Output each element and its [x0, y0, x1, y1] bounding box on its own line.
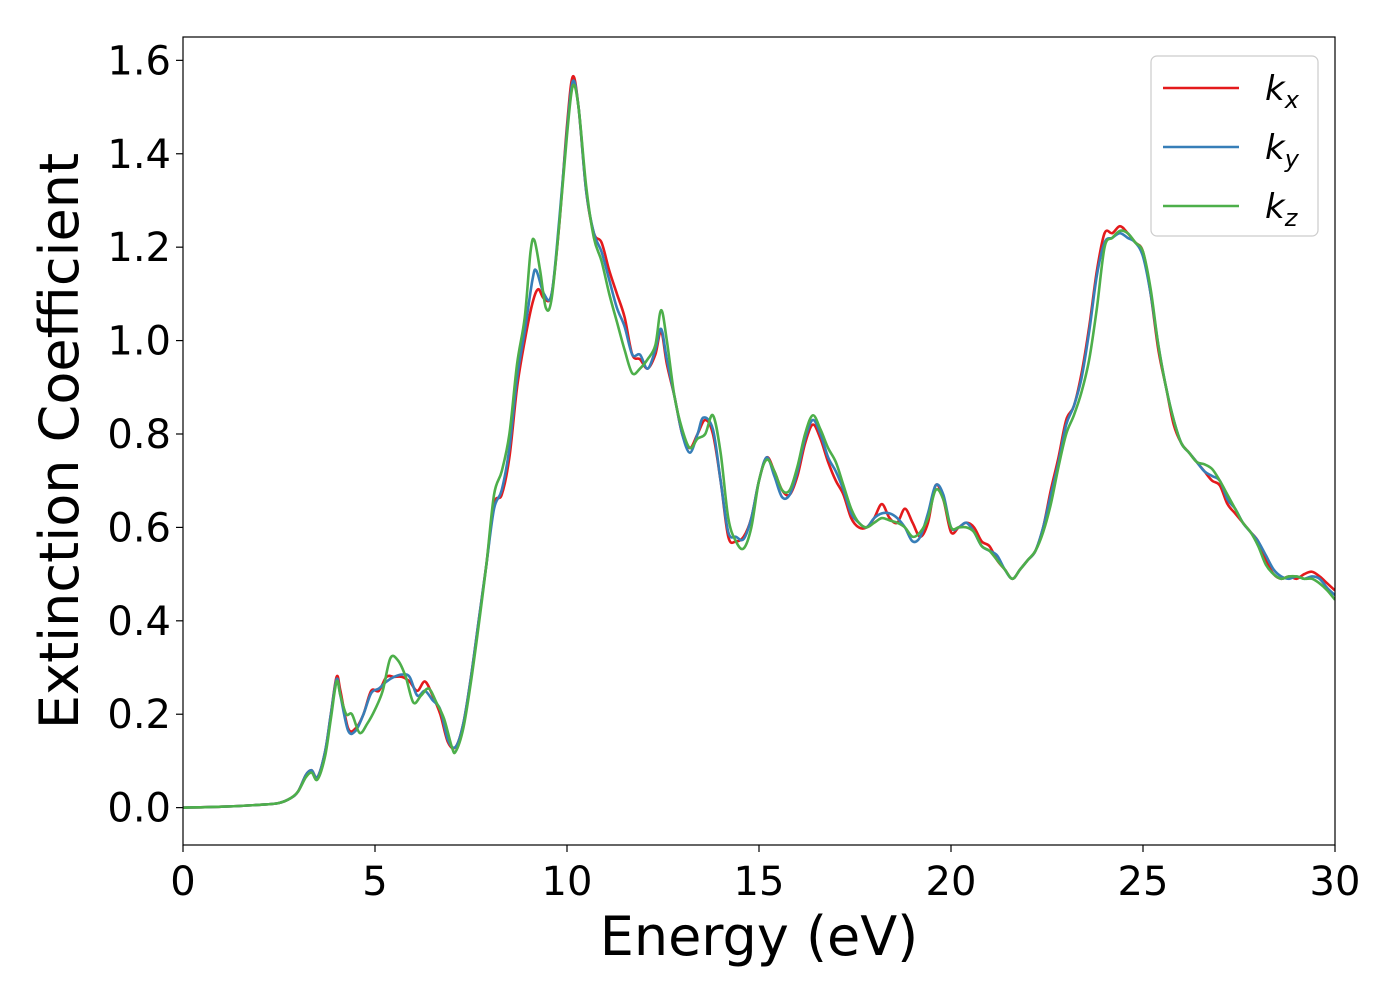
y-tick-label: 0.6	[107, 505, 171, 551]
x-tick-label: 30	[1310, 859, 1361, 905]
y-tick-label: 1.2	[107, 225, 171, 271]
y-axis-label: Extinction Coefficient	[28, 153, 91, 729]
legend: kx ky kz	[1150, 55, 1319, 237]
y-tick-label: 1.4	[107, 132, 171, 178]
x-tick-label: 5	[362, 859, 387, 905]
legend-label-kx: kx	[1265, 69, 1300, 114]
y-tick-label: 0.0	[107, 786, 171, 832]
legend-label-ky: ky	[1265, 128, 1300, 173]
x-axis-label: Energy (eV)	[600, 905, 919, 968]
y-tick-label: 0.8	[107, 412, 171, 458]
legend-label-kz: kz	[1265, 187, 1299, 232]
y-tick-label: 0.2	[107, 692, 171, 738]
x-axis: 0 5 10 15 20 25 30	[170, 845, 1360, 905]
x-tick-label: 15	[734, 859, 785, 905]
y-axis: 0.0 0.2 0.4 0.6 0.8 1.0 1.2 1.4 1.6	[107, 38, 183, 832]
x-tick-label: 25	[1118, 859, 1169, 905]
plot-area	[183, 75, 1335, 809]
y-tick-label: 1.6	[107, 38, 171, 84]
x-tick-label: 0	[170, 859, 195, 905]
y-tick-label: 0.4	[107, 599, 171, 645]
x-tick-label: 20	[926, 859, 977, 905]
series-line-kz	[183, 83, 1335, 809]
y-tick-label: 1.0	[107, 319, 171, 365]
x-tick-label: 10	[542, 859, 593, 905]
